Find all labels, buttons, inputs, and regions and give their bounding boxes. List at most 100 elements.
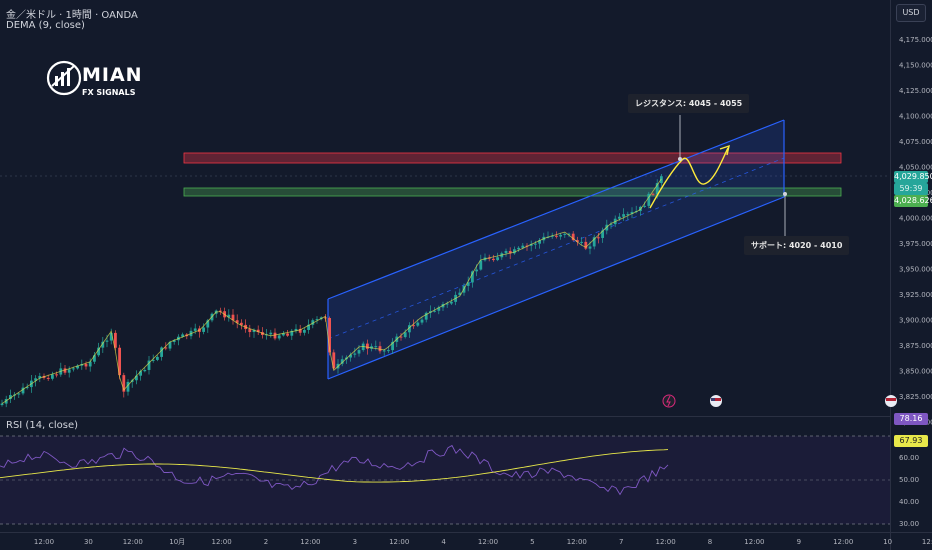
candle-body <box>202 327 205 332</box>
candle-body <box>84 364 88 367</box>
time-tick-label: 5 <box>530 538 534 546</box>
candle-body <box>399 336 403 338</box>
candle-body <box>4 399 8 404</box>
time-axis[interactable]: 12:00 30 12:00 10月 12:00 2 12:00 3 12:00 4 12:00 5 1… <box>34 538 932 546</box>
candle-body <box>76 365 79 369</box>
candle-body <box>353 353 357 355</box>
candle-body <box>88 361 92 367</box>
candle-body <box>126 381 130 392</box>
price-tick-label: 4,075.000 <box>899 138 932 146</box>
candle-body <box>114 332 117 348</box>
candle-body <box>408 325 411 333</box>
currency-button[interactable]: USD <box>896 4 926 22</box>
candle-body <box>471 271 474 283</box>
time-tick-label: 2 <box>264 538 268 546</box>
time-tick-label: 12:00 <box>922 538 932 546</box>
candle-body <box>382 350 386 352</box>
support-zone[interactable] <box>183 187 842 197</box>
candle-body <box>311 320 315 325</box>
candle-body <box>269 332 273 335</box>
price-tick-label: 3,975.000 <box>899 240 932 248</box>
candle-body <box>181 334 184 337</box>
candle-body <box>240 322 243 325</box>
candle-body <box>25 387 29 389</box>
candle-body <box>584 241 588 249</box>
time-tick-label: 12:00 <box>656 538 676 546</box>
dema-legend[interactable]: DEMA (9, close) <box>6 20 85 31</box>
candle-body <box>496 257 499 261</box>
candle-body <box>109 332 113 341</box>
price-tick-label: 3,850.000 <box>899 368 932 376</box>
candle-body <box>592 237 596 247</box>
symbol-title[interactable]: 金／米ドル · 1時間 · OANDA <box>6 10 138 21</box>
candle-body <box>282 333 285 336</box>
time-tick-label: 8 <box>708 538 712 546</box>
candle-body <box>93 355 96 362</box>
candle-body <box>492 258 495 261</box>
rsi-ma-tag: 67.93 <box>894 435 928 447</box>
candle-body <box>618 216 621 219</box>
rsi-axis: 60.00 50.00 40.00 30.00 <box>899 454 919 528</box>
candle-body <box>437 307 441 311</box>
candle-body <box>538 240 541 244</box>
candle-body <box>290 330 294 336</box>
candle-body <box>508 250 512 254</box>
price-axis[interactable]: 4,175.000 4,150.000 4,125.000 4,100.000 4,07… <box>899 36 932 427</box>
dema-line <box>1 178 662 404</box>
candle-body <box>588 246 592 249</box>
candle-body <box>135 375 138 381</box>
price-tick-label: 3,950.000 <box>899 266 932 274</box>
price-tick-label: 4,150.000 <box>899 62 932 70</box>
logo-name: MIAN <box>82 64 143 86</box>
price-tick-label: 4,100.000 <box>899 113 932 121</box>
candle-body <box>97 347 100 356</box>
logo-subtitle: FX SIGNALS <box>82 88 136 97</box>
candle-body <box>580 241 583 243</box>
resistance-callout[interactable]: レジスタンス: 4045 - 4055 <box>628 94 750 113</box>
time-tick-label: 7 <box>619 538 623 546</box>
candle-body <box>626 213 630 215</box>
rsi-tick-label: 40.00 <box>899 498 919 506</box>
candle-body <box>219 310 222 312</box>
resistance-zone[interactable] <box>183 152 842 164</box>
candle-body <box>256 329 260 333</box>
candle-body <box>307 324 310 330</box>
event-lightning-icon[interactable] <box>662 394 676 408</box>
candle-body <box>601 230 604 238</box>
rsi-ma-line <box>0 449 669 483</box>
candle-body <box>660 176 663 184</box>
candle-body <box>391 341 394 351</box>
candle-body <box>298 328 302 333</box>
rsi-legend[interactable]: RSI (14, close) <box>6 420 79 431</box>
candle-body <box>277 335 281 339</box>
candle-body <box>139 371 142 376</box>
candle-body <box>227 314 231 318</box>
parallel-channel[interactable] <box>328 120 784 379</box>
candle-body <box>651 193 655 195</box>
rsi-tick-label: 30.00 <box>899 520 919 528</box>
candle-body <box>294 328 298 331</box>
support-callout[interactable]: サポート: 4020 - 4010 <box>744 236 850 255</box>
candle-body <box>9 395 12 400</box>
candle-body <box>458 292 462 295</box>
candle-body <box>101 341 105 348</box>
countdown-tag: 59:39 <box>894 183 928 195</box>
candle-body <box>72 368 75 370</box>
candle-body <box>51 374 54 379</box>
candle-body <box>567 233 571 235</box>
candle-body <box>340 359 344 364</box>
candle-body <box>479 260 483 270</box>
candle-body <box>534 243 537 245</box>
rsi-value-tag: 78.16 <box>894 413 928 425</box>
candle-body <box>164 347 168 349</box>
candle-body <box>374 346 378 348</box>
time-tick-label: 12:00 <box>389 538 409 546</box>
candle-body <box>357 350 361 354</box>
candle-body <box>550 235 554 237</box>
candle-body <box>231 314 235 321</box>
candle-body <box>433 310 436 312</box>
current-price-tag: 4,029.850 <box>894 171 932 183</box>
rsi-tick-label: 50.00 <box>899 476 919 484</box>
price-tick-label: 4,050.000 <box>899 164 932 172</box>
